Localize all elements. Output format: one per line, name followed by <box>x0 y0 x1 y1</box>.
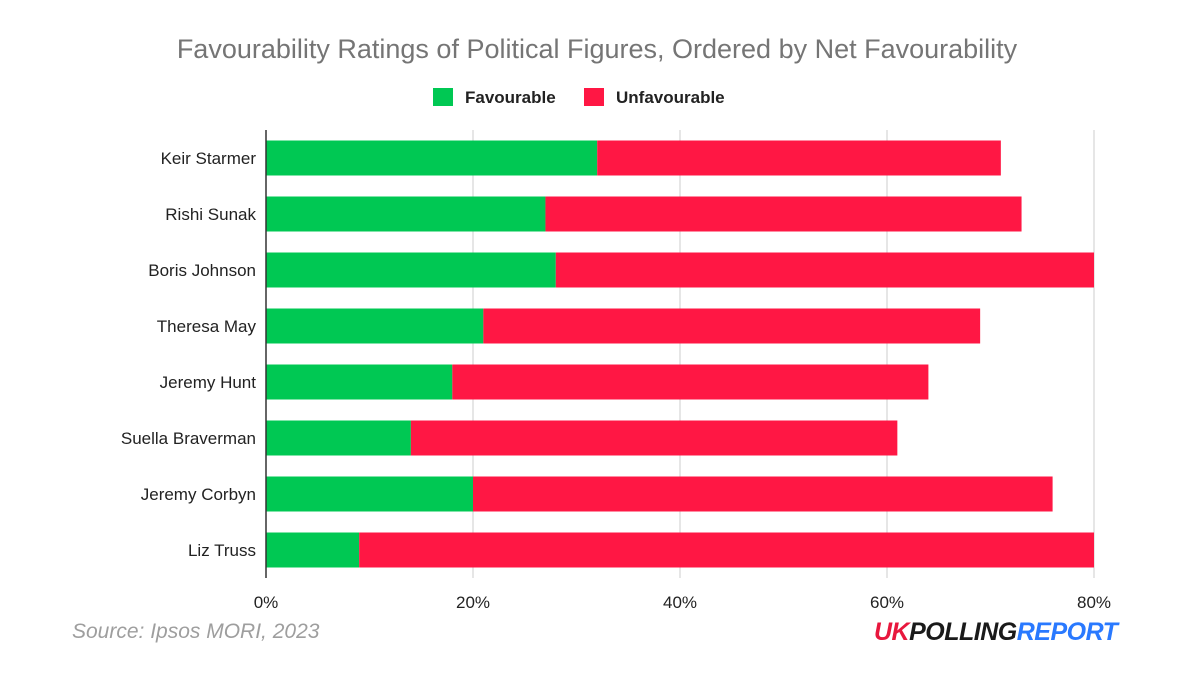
chart-title: Favourability Ratings of Political Figur… <box>177 34 1018 64</box>
source-note: Source: Ipsos MORI, 2023 <box>72 620 320 643</box>
legend-swatch-favourable <box>433 88 453 106</box>
category-label: Rishi Sunak <box>165 205 256 224</box>
x-tick-label: 60% <box>870 593 904 612</box>
bar-favourable <box>266 476 473 512</box>
category-labels: Keir Starmer Rishi Sunak Boris Johnson Ther… <box>121 149 257 560</box>
bar-unfavourable <box>555 252 1094 288</box>
x-tick-label: 80% <box>1077 593 1111 612</box>
legend-label-unfavourable: Unfavourable <box>616 88 725 107</box>
bar-unfavourable <box>359 532 1094 568</box>
ukpollingreport-logo: UKPOLLINGREPORT <box>874 618 1118 646</box>
category-label: Keir Starmer <box>161 149 257 168</box>
category-label: Jeremy Hunt <box>160 373 257 392</box>
category-label: Suella Braverman <box>121 429 256 448</box>
bar-favourable <box>266 420 411 456</box>
bar-unfavourable <box>473 476 1053 512</box>
category-label: Boris Johnson <box>148 261 256 280</box>
legend: Favourable Unfavourable <box>433 88 725 107</box>
bars <box>266 140 1094 568</box>
bar-favourable <box>266 252 556 288</box>
bar-unfavourable <box>452 364 929 400</box>
bar-unfavourable <box>545 196 1022 232</box>
category-label: Jeremy Corbyn <box>141 485 256 504</box>
legend-label-favourable: Favourable <box>465 88 556 107</box>
bar-favourable <box>266 196 546 232</box>
tick-labels: 0% 20% 40% 60% 80% <box>254 593 1111 612</box>
bar-unfavourable <box>483 308 981 344</box>
bar-unfavourable <box>410 420 898 456</box>
bar-unfavourable <box>597 140 1001 176</box>
bar-favourable <box>266 308 484 344</box>
category-label: Theresa May <box>157 317 257 336</box>
bar-favourable <box>266 140 598 176</box>
x-tick-label: 20% <box>456 593 490 612</box>
legend-swatch-unfavourable <box>584 88 604 106</box>
category-label: Liz Truss <box>188 541 256 560</box>
bar-favourable <box>266 532 360 568</box>
x-tick-label: 40% <box>663 593 697 612</box>
bar-favourable <box>266 364 453 400</box>
x-tick-label: 0% <box>254 593 279 612</box>
